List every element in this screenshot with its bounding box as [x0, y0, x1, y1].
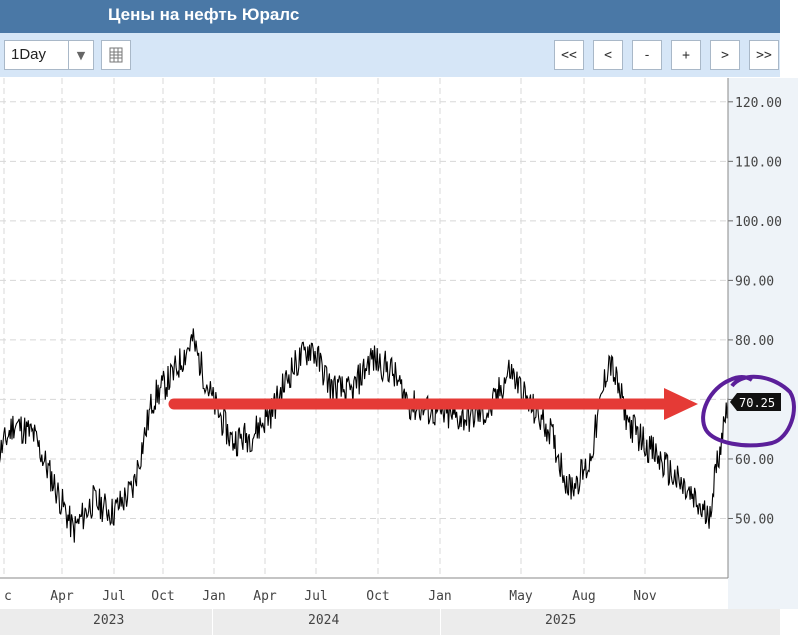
- y-tick-label: 90.00: [735, 274, 774, 289]
- period-value: 1Day: [11, 46, 47, 63]
- x-tick-label: Jul: [102, 589, 125, 604]
- year-band: 2023 2024 2025: [0, 609, 780, 635]
- highlight-circle: [701, 374, 796, 448]
- x-tick-label: Jan: [428, 589, 451, 604]
- zoom-out-button[interactable]: -: [632, 40, 662, 70]
- year-label: 2025: [545, 613, 577, 628]
- x-tick-label: May: [509, 589, 533, 604]
- zoom-in-button[interactable]: +: [671, 40, 701, 70]
- page-title: Цены на нефть Юралс: [108, 5, 300, 24]
- year-label: 2023: [93, 613, 125, 628]
- y-tick-label: 50.00: [735, 512, 774, 527]
- year-label: 2024: [308, 613, 340, 628]
- x-tick-label: Oct: [151, 589, 174, 604]
- y-tick-label: 80.00: [735, 334, 774, 349]
- x-tick-label: Aug: [572, 589, 595, 604]
- price-chart[interactable]: 50.0060.0070.0080.0090.00100.00110.00120…: [0, 78, 798, 609]
- title-bar: Цены на нефть Юралс: [0, 0, 780, 33]
- table-view-button[interactable]: [101, 40, 131, 70]
- y-tick-label: 100.00: [735, 215, 782, 230]
- y-tick-label: 120.00: [735, 96, 782, 111]
- x-tick-label: Oct: [366, 589, 389, 604]
- plot-area: [0, 78, 728, 578]
- x-tick-label: Jul: [304, 589, 327, 604]
- x-tick-label: c: [4, 589, 12, 604]
- scroll-left-button[interactable]: <: [593, 40, 623, 70]
- chevron-down-icon[interactable]: ▼: [68, 41, 93, 69]
- y-tick-label: 60.00: [735, 453, 774, 468]
- price-line: [0, 328, 729, 543]
- annotation-arrow: [168, 388, 698, 420]
- y-axis-panel: [728, 78, 798, 609]
- table-icon: [109, 47, 123, 63]
- period-select[interactable]: 1Day ▼: [4, 40, 94, 70]
- x-tick-label: Nov: [633, 589, 657, 604]
- scroll-start-button[interactable]: <<: [554, 40, 584, 70]
- last-price-label: 70.25: [739, 396, 775, 410]
- last-price-badge: 70.25: [730, 393, 781, 411]
- scroll-end-button[interactable]: >>: [749, 40, 779, 70]
- x-tick-label: Apr: [253, 589, 277, 604]
- toolbar: 1Day ▼ << < - + > >>: [0, 33, 780, 77]
- x-tick-label: Jan: [202, 589, 225, 604]
- scroll-right-button[interactable]: >: [710, 40, 740, 70]
- y-tick-label: 110.00: [735, 155, 782, 170]
- x-tick-label: Apr: [50, 589, 74, 604]
